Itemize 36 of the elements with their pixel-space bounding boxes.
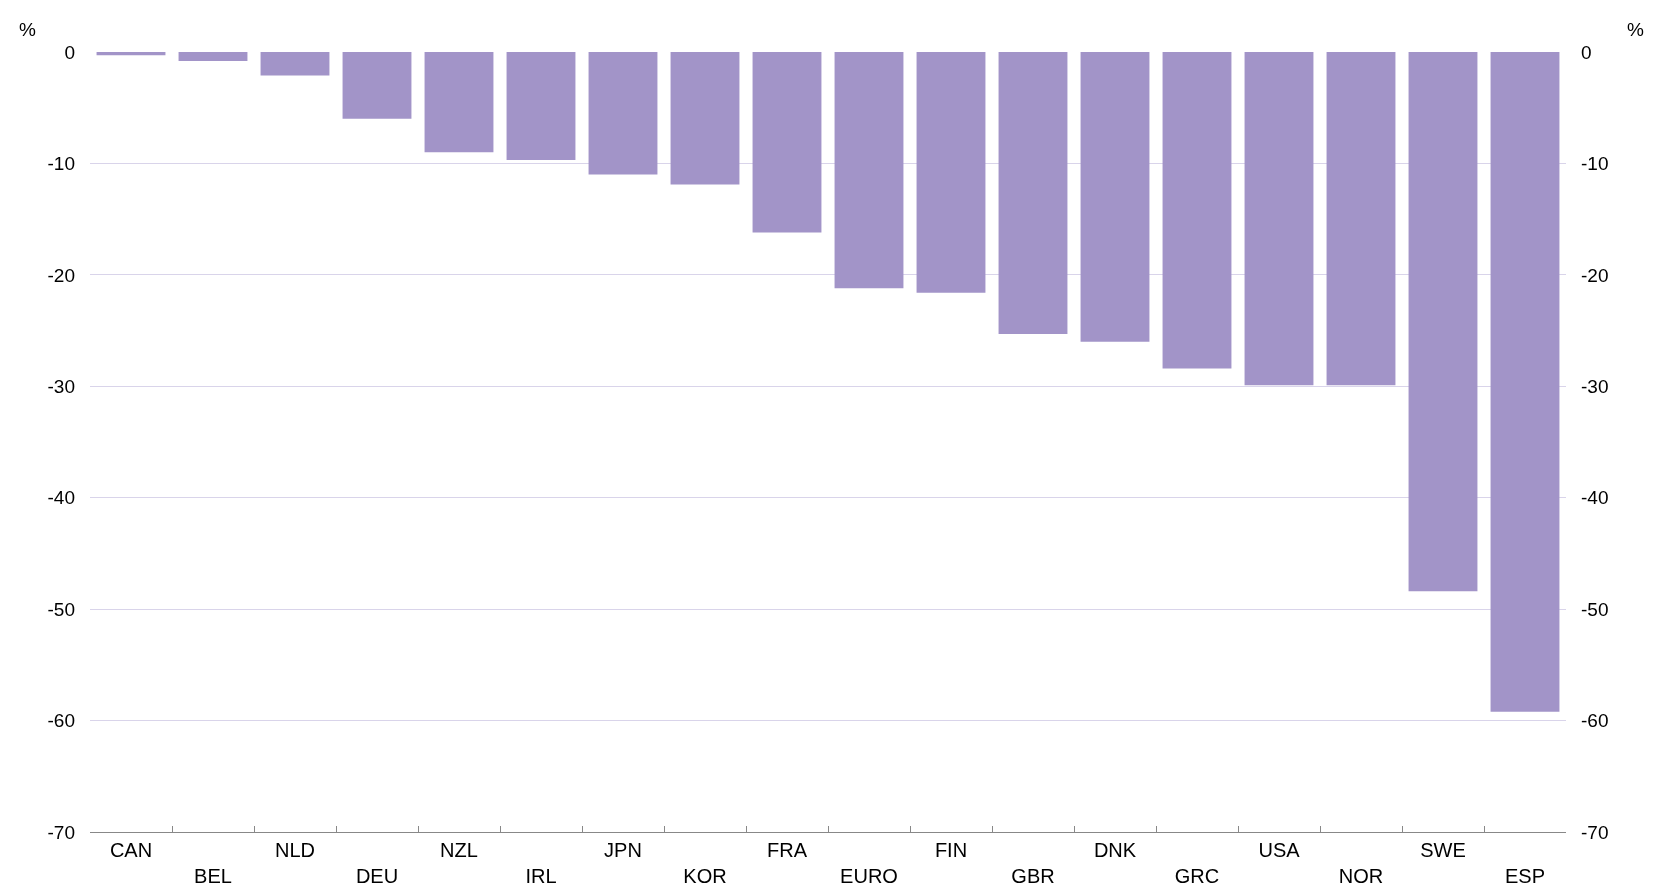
y-tick-label: -40 [47, 487, 75, 509]
x-tick-label: JPN [604, 839, 642, 861]
y2-tick-label: -30 [1581, 375, 1609, 397]
y-tick-label: -30 [47, 375, 75, 397]
y2-tick-label: 0 [1581, 41, 1592, 63]
y2-tick-label: -70 [1581, 821, 1609, 843]
x-tick-label: NZL [440, 839, 478, 861]
x-tick-label: BEL [194, 865, 232, 887]
y-tick-label: -10 [47, 153, 75, 175]
x-tick-label: NLD [274, 839, 316, 861]
y-tick-label: -50 [47, 598, 75, 620]
x-tick-label: KOR [683, 865, 727, 887]
y2-tick-label: -50 [1581, 598, 1609, 620]
y-tick-label: -20 [47, 264, 75, 286]
x-tick-label: USA [1258, 839, 1301, 861]
x-tick-label: SWE [1420, 839, 1466, 861]
y-tick-label: -60 [47, 710, 75, 732]
y-tick-label: -70 [47, 821, 75, 843]
x-tick-label: CAN [109, 839, 153, 861]
x-tick-label: GBR [1011, 865, 1055, 887]
x-tick-label: IRL [525, 865, 557, 887]
x-tick-label: DEU [355, 865, 399, 887]
y2-axis-title: % [1627, 19, 1644, 40]
y-axis-title: % [19, 19, 36, 40]
x-tick-label: EURO [840, 865, 898, 887]
y2-tick-label: -40 [1581, 487, 1609, 509]
y2-tick-label: -60 [1581, 710, 1609, 732]
x-tick-label: FIN [934, 839, 968, 861]
y-tick-label: 0 [64, 41, 75, 63]
x-tick-label: GRC [1174, 865, 1220, 887]
x-tick-label: DNK [1093, 839, 1137, 861]
x-tick-label: ESP [1504, 865, 1546, 887]
x-tick-label: NOR [1338, 865, 1384, 887]
x-tick-label: FRA [767, 839, 808, 861]
y2-tick-label: -10 [1581, 153, 1609, 175]
y2-tick-label: -20 [1581, 264, 1609, 286]
